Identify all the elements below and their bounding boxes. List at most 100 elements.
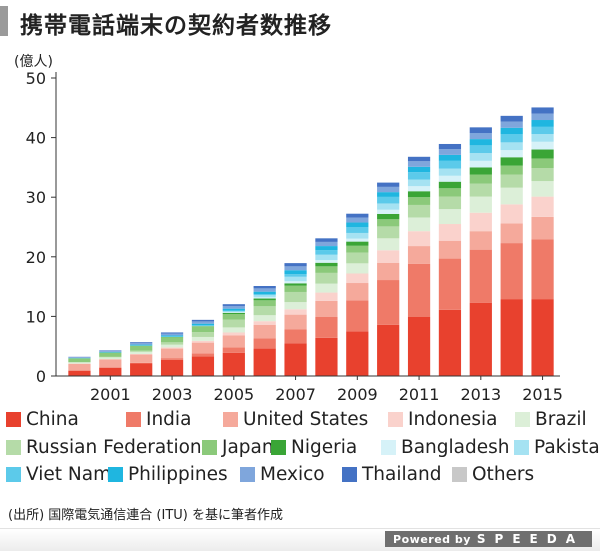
- bar-segment-viet-nam: [531, 127, 553, 134]
- legend-swatch: [515, 412, 530, 427]
- bar-segment-pakistan: [531, 134, 553, 142]
- bar-segment-indonesia: [470, 213, 492, 231]
- bar-segment-mexico: [408, 161, 430, 167]
- bar-segment-bangladesh: [501, 150, 523, 157]
- bar-segment-pakistan: [501, 142, 523, 150]
- bar-segment-bangladesh: [377, 210, 399, 214]
- legend-item: Philippines: [108, 464, 240, 485]
- bar-segment-nigeria: [377, 214, 399, 219]
- bar-segment-india: [284, 330, 306, 344]
- bar-segment-thailand: [223, 304, 245, 306]
- bar-segment-thailand: [439, 144, 461, 149]
- bar-segment-china: [99, 368, 121, 376]
- bar-segment-united-states: [192, 343, 214, 354]
- bar-segment-brazil: [470, 197, 492, 213]
- bar-segment-japan: [223, 314, 245, 320]
- bar-segment-mexico: [531, 114, 553, 120]
- bar-segment-india: [315, 317, 337, 338]
- bar-segment-bangladesh: [284, 281, 306, 283]
- bar-segment-thailand: [408, 157, 430, 161]
- bar-segment-russian-federation: [192, 332, 214, 337]
- bar-segment-indonesia: [346, 273, 368, 283]
- bar-segment-united-states: [68, 364, 90, 371]
- bar-segment-indonesia: [377, 250, 399, 263]
- bar-segment-pakistan: [470, 153, 492, 161]
- legend-swatch: [514, 440, 529, 455]
- bar-segment-china: [408, 317, 430, 376]
- bar-segment-viet-nam: [377, 197, 399, 204]
- bar-segment-india: [192, 353, 214, 356]
- bar-segment-pakistan: [315, 255, 337, 260]
- bar-segment-japan: [377, 219, 399, 226]
- bar-segment-russian-federation: [346, 253, 368, 264]
- bar-segment-brazil: [130, 352, 152, 354]
- bar-segment-bangladesh: [470, 161, 492, 168]
- bar-segment-nigeria: [439, 182, 461, 189]
- bar-segment-indonesia: [223, 332, 245, 335]
- bar-segment-indonesia: [501, 204, 523, 223]
- bar-segment-japan: [501, 166, 523, 175]
- bar-segment-russian-federation: [501, 175, 523, 188]
- legend-item: Japan: [202, 437, 271, 458]
- bar-segment-viet-nam: [284, 274, 306, 277]
- y-tick-label: 50: [26, 69, 46, 88]
- bar-segment-bangladesh: [223, 312, 245, 313]
- bar-segment-nigeria: [284, 283, 306, 285]
- y-axis-unit-label: (億人): [14, 54, 53, 70]
- legend-item: Nigeria: [271, 437, 381, 458]
- bar-segment-russian-federation: [223, 320, 245, 328]
- bar-segment-india: [346, 300, 368, 331]
- y-tick-label: 40: [26, 129, 46, 148]
- bar-segment-japan: [161, 337, 183, 342]
- bar-segment-brazil: [223, 327, 245, 332]
- bar-segment-india: [470, 250, 492, 303]
- bar-segment-philippines: [439, 155, 461, 161]
- bar-segment-russian-federation: [315, 273, 337, 284]
- bar-segment-philippines: [346, 223, 368, 227]
- legend-label: Russian Federation: [26, 437, 202, 458]
- bar-segment-viet-nam: [470, 145, 492, 153]
- legend-label: Philippines: [128, 464, 228, 485]
- bar-segment-united-states: [408, 246, 430, 264]
- bar-segment-united-states: [99, 359, 121, 367]
- bar-segment-bangladesh: [408, 186, 430, 191]
- bar-segment-bangladesh: [531, 142, 553, 150]
- bar-segment-thailand: [284, 263, 306, 266]
- legend-item: United States: [223, 409, 388, 430]
- legend-label: Thailand: [362, 464, 441, 485]
- bar-segment-mexico: [284, 266, 306, 270]
- bar-segment-united-states: [254, 325, 276, 339]
- legend-swatch: [108, 467, 123, 482]
- bar-segment-indonesia: [315, 293, 337, 301]
- bar-segment-viet-nam: [501, 134, 523, 142]
- x-tick-label: 2009: [337, 385, 378, 404]
- bar-segment-nigeria: [223, 313, 245, 314]
- bar-segment-thailand: [501, 116, 523, 122]
- bar-segment-japan: [254, 300, 276, 306]
- bar-segment-bangladesh: [439, 176, 461, 182]
- bar-segment-bangladesh: [315, 260, 337, 263]
- bar-segment-bangladesh: [346, 239, 368, 242]
- bar-segment-mexico: [439, 149, 461, 155]
- bar-segment-china: [223, 353, 245, 376]
- bar-segment-china: [161, 360, 183, 376]
- bar-segment-mexico: [501, 122, 523, 128]
- bar-segment-japan: [130, 346, 152, 351]
- bar-segment-philippines: [223, 309, 245, 311]
- bar-segment-brazil: [501, 188, 523, 205]
- x-tick-label: 2013: [460, 385, 501, 404]
- y-tick-label: 0: [36, 367, 46, 386]
- bar-segment-china: [470, 303, 492, 376]
- bar-segment-united-states: [315, 301, 337, 317]
- bar-segment-japan: [192, 327, 214, 332]
- legend-label: India: [146, 409, 191, 430]
- bar-segment-russian-federation: [254, 306, 276, 315]
- legend-swatch: [202, 440, 217, 455]
- legend-swatch: [342, 467, 357, 482]
- bar-segment-russian-federation: [531, 168, 553, 181]
- bar-segment-philippines: [531, 120, 553, 127]
